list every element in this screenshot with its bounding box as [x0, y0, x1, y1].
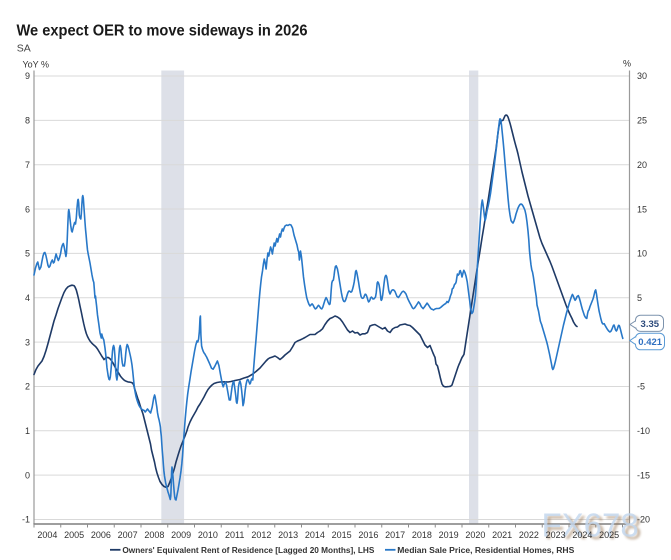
svg-text:2021: 2021	[492, 530, 512, 540]
svg-text:We expect OER to move sideways: We expect OER to move sideways in 2026	[17, 23, 308, 40]
svg-text:Median Sale Price, Residential: Median Sale Price, Residential Homes, RH…	[397, 546, 575, 555]
svg-text:YoY %: YoY %	[23, 59, 50, 69]
svg-text:2012: 2012	[251, 530, 271, 540]
svg-text:2006: 2006	[91, 530, 111, 540]
svg-text:2017: 2017	[385, 530, 405, 540]
svg-text:9: 9	[25, 71, 30, 81]
svg-text:2022: 2022	[519, 530, 539, 540]
svg-text:2005: 2005	[64, 530, 84, 540]
svg-text:2020: 2020	[465, 530, 485, 540]
svg-text:4: 4	[25, 293, 30, 303]
svg-text:7: 7	[25, 160, 30, 170]
svg-text:FX678: FX678	[545, 509, 642, 546]
svg-text:%: %	[623, 58, 631, 68]
svg-text:10: 10	[637, 249, 647, 259]
svg-text:-20: -20	[637, 515, 650, 525]
svg-text:2016: 2016	[358, 530, 378, 540]
svg-text:SA: SA	[17, 43, 31, 55]
svg-text:-1: -1	[22, 515, 30, 525]
svg-text:2025: 2025	[599, 530, 619, 540]
svg-text:2010: 2010	[198, 530, 218, 540]
svg-text:2019: 2019	[439, 530, 459, 540]
svg-text:2013: 2013	[278, 530, 298, 540]
svg-text:Owners' Equivalent Rent of Res: Owners' Equivalent Rent of Residence [La…	[122, 546, 375, 555]
svg-text:2007: 2007	[118, 530, 138, 540]
svg-text:3: 3	[25, 337, 30, 347]
svg-text:3.35: 3.35	[641, 319, 660, 330]
svg-text:0: 0	[25, 470, 30, 480]
svg-text:20: 20	[637, 160, 647, 170]
svg-text:0.421: 0.421	[638, 337, 662, 348]
svg-text:5: 5	[637, 293, 642, 303]
svg-text:FX678: FX678	[542, 507, 639, 544]
svg-text:2023: 2023	[546, 530, 566, 540]
svg-text:2: 2	[25, 382, 30, 392]
svg-text:30: 30	[637, 71, 647, 81]
svg-text:2015: 2015	[332, 530, 352, 540]
svg-text:2024: 2024	[572, 530, 592, 540]
svg-text:5: 5	[25, 249, 30, 259]
svg-text:2011: 2011	[225, 530, 244, 540]
svg-text:2014: 2014	[305, 530, 325, 540]
svg-text:2004: 2004	[37, 530, 57, 540]
svg-text:15: 15	[637, 204, 647, 214]
svg-text:1: 1	[25, 426, 30, 436]
svg-text:8: 8	[25, 116, 30, 126]
svg-text:-10: -10	[637, 426, 650, 436]
svg-text:-5: -5	[637, 382, 645, 392]
svg-text:2018: 2018	[412, 530, 432, 540]
svg-text:2008: 2008	[144, 530, 164, 540]
svg-text:6: 6	[25, 204, 30, 214]
svg-text:2009: 2009	[171, 530, 191, 540]
svg-text:-15: -15	[637, 470, 650, 480]
svg-text:25: 25	[637, 116, 647, 126]
